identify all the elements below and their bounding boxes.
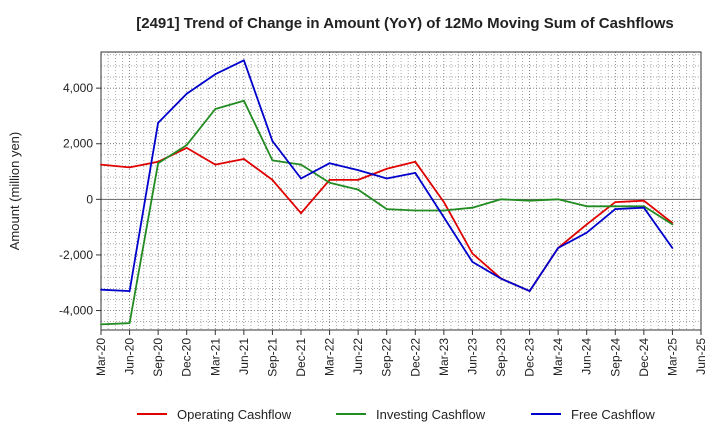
x-tick-label: Dec-20 [180,338,194,377]
data-point-free-cashflow [271,140,274,142]
chart-title: [2491] Trend of Change in Amount (YoY) o… [136,15,674,32]
data-point-free-cashflow [128,290,131,292]
data-point-investing-cashflow [442,209,445,212]
data-point-operating-cashflow [385,167,388,170]
data-point-free-cashflow [671,247,674,249]
data-point-investing-cashflow [414,209,417,212]
data-point-investing-cashflow [128,322,131,324]
data-point-free-cashflow [500,277,502,280]
legend-label-operating-cashflow: Operating Cashflow [177,407,292,422]
data-point-operating-cashflow [214,163,217,166]
plot-border [100,51,702,331]
data-point-free-cashflow [642,206,645,209]
data-point-operating-cashflow [614,201,617,204]
data-point-investing-cashflow [642,205,645,208]
data-point-free-cashflow [328,162,331,165]
data-point-free-cashflow [185,92,188,95]
data-point-investing-cashflow [271,159,274,162]
legend-label-investing-cashflow: Investing Cashflow [376,407,486,422]
data-point-operating-cashflow [642,199,645,202]
data-point-free-cashflow [214,73,217,76]
x-tick-label: Mar-24 [551,338,565,376]
data-point-investing-cashflow [614,205,617,208]
data-point-investing-cashflow [300,163,302,166]
y-tick-label: -2,000 [59,248,93,262]
y-tick-label: 2,000 [63,137,93,151]
x-tick-label: Sep-22 [380,338,394,377]
y-axis-label: Amount (million yen) [7,132,22,251]
data-point-investing-cashflow [500,198,502,201]
x-tick-label: Jun-24 [580,338,594,375]
data-point-investing-cashflow [471,206,474,209]
x-tick-label: Sep-24 [608,338,622,377]
data-point-free-cashflow [300,177,302,180]
data-point-operating-cashflow [414,160,417,163]
x-tick-label: Mar-23 [437,338,451,376]
data-point-investing-cashflow [357,188,360,191]
x-tick-label: Sep-20 [151,338,165,377]
data-point-free-cashflow [242,59,245,62]
data-point-operating-cashflow [328,178,331,181]
x-tick-label: Sep-21 [265,338,279,377]
data-point-free-cashflow [442,216,445,219]
legend-label-free-cashflow: Free Cashflow [571,407,655,422]
data-point-operating-cashflow [585,223,588,226]
data-point-free-cashflow [414,172,417,174]
data-point-operating-cashflow [185,147,188,149]
data-point-investing-cashflow [214,108,217,110]
x-tick-label: Sep-23 [494,338,508,377]
data-point-investing-cashflow [242,99,245,102]
x-tick-label: Jun-23 [465,338,479,375]
data-point-free-cashflow [100,288,102,291]
data-point-investing-cashflow [185,144,188,147]
data-point-free-cashflow [614,208,617,210]
data-point-operating-cashflow [471,252,474,255]
data-point-free-cashflow [557,247,560,249]
x-tick-label: Mar-25 [665,338,679,376]
x-tick-label: Dec-22 [408,338,422,377]
x-tick-label: Mar-20 [94,338,108,376]
data-point-free-cashflow [385,177,388,180]
data-point-investing-cashflow [328,181,331,184]
x-tick-label: Mar-22 [323,338,337,376]
data-point-operating-cashflow [242,158,245,160]
data-point-free-cashflow [357,169,360,172]
y-tick-label: 4,000 [63,81,93,95]
data-point-investing-cashflow [557,198,560,201]
data-point-investing-cashflow [157,162,160,165]
data-point-free-cashflow [471,260,474,263]
data-point-operating-cashflow [271,178,274,181]
data-point-investing-cashflow [671,223,674,226]
x-tick-label: Jun-20 [123,338,137,375]
data-point-investing-cashflow [528,199,531,202]
data-point-investing-cashflow [585,205,588,208]
data-point-free-cashflow [528,290,531,292]
data-point-investing-cashflow [100,323,102,326]
x-tick-label: Jun-21 [237,338,251,375]
data-point-operating-cashflow [300,212,302,215]
x-tick-label: Mar-21 [208,338,222,376]
x-tick-label: Jun-25 [694,338,708,375]
x-tick-label: Dec-21 [294,338,308,377]
y-tick-label: 0 [86,192,93,206]
x-tick-label: Dec-24 [637,338,651,377]
data-point-operating-cashflow [128,166,131,169]
x-tick-label: Dec-23 [523,338,537,377]
y-tick-label: -4,000 [59,304,93,318]
data-point-operating-cashflow [442,201,445,204]
data-point-free-cashflow [157,121,160,124]
x-tick-label: Jun-22 [351,338,365,375]
data-point-investing-cashflow [385,208,388,210]
data-point-operating-cashflow [357,178,360,181]
data-point-operating-cashflow [100,163,102,166]
legend: Operating Cashflow Investing Cashflow Free… [137,407,655,422]
data-point-free-cashflow [585,231,588,234]
plot-area: -4,000 -2,000 0 2,000 4,000 Mar-20 Jun-20 Sep-2… [59,51,708,377]
